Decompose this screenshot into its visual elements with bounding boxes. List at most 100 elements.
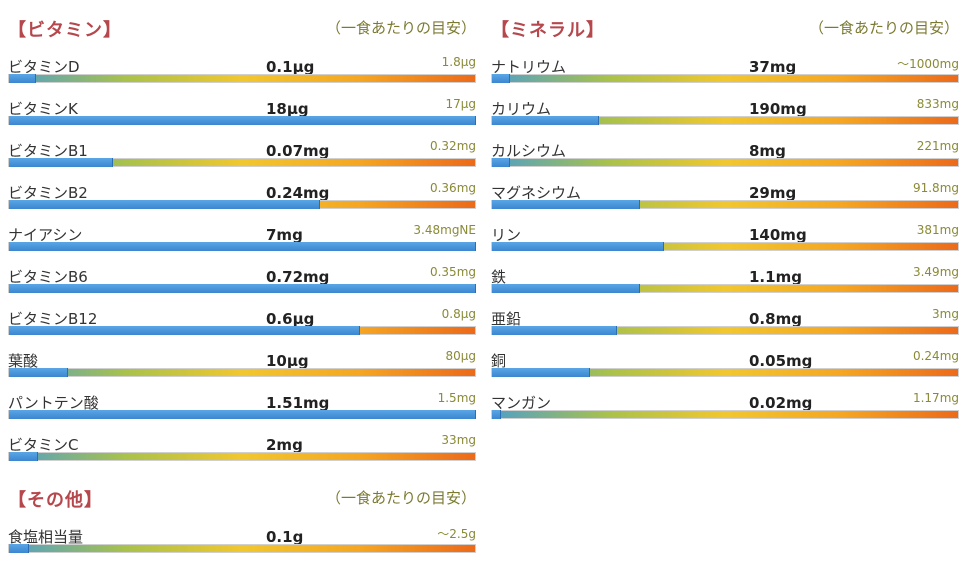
nutrient-name: 銅	[491, 352, 507, 370]
nutrient-target: 833mg	[916, 97, 959, 111]
minerals-header: 【ミネラル】 （一食あたりの目安）	[491, 16, 959, 44]
nutrient-row: 銅 0.05mg 0.24mg	[491, 338, 959, 380]
nutrient-row: ビタミンD 0.1μg 1.8μg	[8, 44, 476, 86]
nutrient-target: 381mg	[916, 223, 959, 237]
progress-fill	[9, 242, 476, 251]
nutrient-row: ナトリウム 37mg ～1000mg	[491, 44, 959, 86]
other-note: （一食あたりの目安）	[325, 489, 476, 507]
nutrient-row: 鉄 1.1mg 3.49mg	[491, 254, 959, 296]
progress-bar	[8, 158, 476, 167]
progress-bar	[491, 242, 959, 251]
nutrient-name: ビタミンB12	[8, 310, 98, 328]
nutrient-amount: 0.1μg	[266, 58, 315, 76]
progress-bar	[8, 544, 476, 553]
nutrient-row: ビタミンB6 0.72mg 0.35mg	[8, 254, 476, 296]
progress-bar	[491, 326, 959, 335]
progress-fill	[9, 326, 360, 335]
nutrient-row: マンガン 0.02mg 1.17mg	[491, 380, 959, 422]
nutrient-target: 221mg	[916, 139, 959, 153]
nutrient-amount: 190mg	[749, 100, 807, 118]
nutrient-row: 食塩相当量 0.1g ～2.5g	[8, 514, 476, 556]
nutrient-amount: 2mg	[266, 436, 303, 454]
nutrient-name: マグネシウム	[491, 184, 582, 202]
progress-bar	[8, 200, 476, 209]
progress-bar	[8, 452, 476, 461]
progress-bar	[8, 368, 476, 377]
progress-bar	[491, 284, 959, 293]
nutrient-row: ビタミンC 2mg 33mg	[8, 422, 476, 464]
nutrient-amount: 0.6μg	[266, 310, 315, 328]
nutrient-row: 亜鉛 0.8mg 3mg	[491, 296, 959, 338]
progress-fill	[9, 116, 476, 125]
nutrient-target: 0.35mg	[429, 265, 476, 279]
progress-bar	[8, 410, 476, 419]
progress-bar	[8, 242, 476, 251]
progress-fill	[9, 200, 320, 209]
nutrient-name: マンガン	[491, 394, 552, 412]
progress-fill	[492, 284, 640, 293]
progress-fill	[9, 544, 29, 553]
nutrient-amount: 140mg	[749, 226, 807, 244]
progress-fill	[9, 74, 36, 83]
progress-bar	[8, 284, 476, 293]
nutrient-target: 3.48mgNE	[413, 223, 476, 237]
nutrient-name: 食塩相当量	[8, 528, 84, 546]
nutrient-name: リン	[491, 226, 522, 244]
progress-fill	[9, 410, 476, 419]
nutrient-row: ナイアシン 7mg 3.48mgNE	[8, 212, 476, 254]
nutrient-name: ビタミンC	[8, 436, 79, 454]
vitamins-title: 【ビタミン】	[8, 20, 122, 41]
progress-bar	[8, 326, 476, 335]
nutrient-row: ビタミンB12 0.6μg 0.8μg	[8, 296, 476, 338]
minerals-section: 【ミネラル】 （一食あたりの目安） ナトリウム 37mg ～1000mg カリウム 19…	[491, 16, 959, 422]
progress-bar	[491, 410, 959, 419]
progress-bar	[491, 368, 959, 377]
progress-fill	[9, 452, 38, 461]
nutrient-target: 80μg	[445, 349, 476, 363]
nutrient-name: ビタミンB1	[8, 142, 88, 160]
nutrient-target: 3mg	[932, 307, 959, 321]
nutrient-name: ビタミンD	[8, 58, 80, 76]
nutrient-amount: 37mg	[749, 58, 797, 76]
nutrient-amount: 10μg	[266, 352, 309, 370]
progress-bar	[491, 200, 959, 209]
nutrient-row: カルシウム 8mg 221mg	[491, 128, 959, 170]
nutrient-name: カリウム	[491, 100, 552, 118]
nutrient-amount: 1.51mg	[266, 394, 330, 412]
nutrient-row: 葉酸 10μg 80μg	[8, 338, 476, 380]
nutrient-target: ～1000mg	[897, 57, 959, 71]
vitamins-section: 【ビタミン】 （一食あたりの目安） ビタミンD 0.1μg 1.8μg ビタミンK 18…	[8, 16, 476, 464]
vitamins-header: 【ビタミン】 （一食あたりの目安）	[8, 16, 476, 44]
other-list: 食塩相当量 0.1g ～2.5g	[8, 514, 476, 556]
nutrient-row: リン 140mg 381mg	[491, 212, 959, 254]
nutrient-amount: 0.72mg	[266, 268, 330, 286]
progress-fill	[9, 284, 476, 293]
nutrient-target: 0.24mg	[912, 349, 959, 363]
minerals-list: ナトリウム 37mg ～1000mg カリウム 190mg 833mg カルシウム 8mg 22…	[491, 44, 959, 422]
nutrient-target: 1.5mg	[437, 391, 476, 405]
nutrient-name: ビタミンB2	[8, 184, 88, 202]
progress-bar	[8, 116, 476, 125]
progress-fill	[492, 410, 501, 419]
nutrient-target: 1.8μg	[441, 55, 476, 69]
nutrient-row: ビタミンB1 0.07mg 0.32mg	[8, 128, 476, 170]
nutrient-target: 91.8mg	[912, 181, 959, 195]
nutrient-row: ビタミンB2 0.24mg 0.36mg	[8, 170, 476, 212]
other-section: 【その他】 （一食あたりの目安） 食塩相当量 0.1g ～2.5g	[8, 486, 476, 556]
nutrient-row: カリウム 190mg 833mg	[491, 86, 959, 128]
nutrient-row: パントテン酸 1.51mg 1.5mg	[8, 380, 476, 422]
progress-bar	[491, 116, 959, 125]
progress-fill	[492, 242, 665, 251]
nutrient-name: 鉄	[491, 268, 507, 286]
nutrient-amount: 18μg	[266, 100, 309, 118]
progress-fill	[492, 158, 510, 167]
progress-fill	[492, 326, 618, 335]
other-header: 【その他】 （一食あたりの目安）	[8, 486, 476, 514]
nutrient-target: 3.49mg	[912, 265, 959, 279]
nutrient-target: ～2.5g	[437, 527, 476, 541]
nutrient-row: マグネシウム 29mg 91.8mg	[491, 170, 959, 212]
nutrient-target: 33mg	[441, 433, 476, 447]
progress-fill	[492, 200, 641, 209]
progress-fill	[492, 116, 600, 125]
nutrient-amount: 29mg	[749, 184, 797, 202]
